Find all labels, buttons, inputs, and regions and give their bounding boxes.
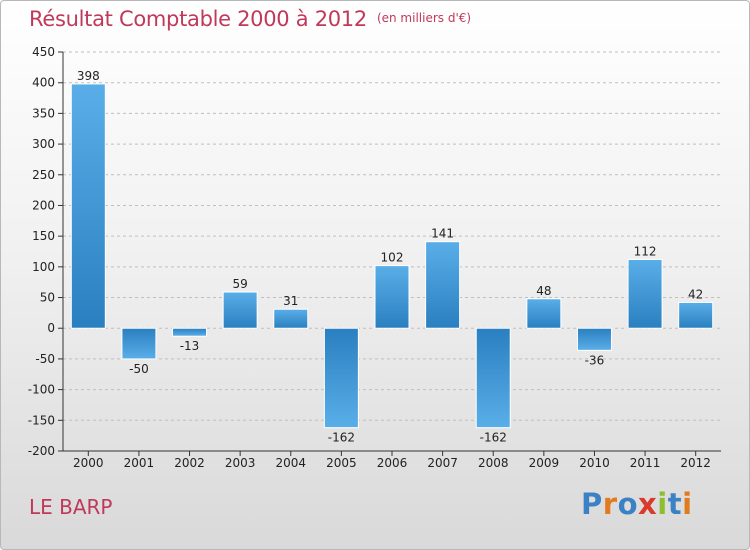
y-tick-label: -200: [28, 444, 55, 458]
bar-2000: [70, 83, 106, 329]
bar-2008: [475, 327, 511, 429]
title-text: Résultat Comptable 2000 à 2012: [29, 7, 367, 31]
chart-title: Résultat Comptable 2000 à 2012 (en millie…: [29, 7, 471, 31]
y-tick-label: 450: [32, 45, 55, 59]
data-label-2007: 141: [431, 227, 454, 241]
data-labels: 398 -50 -13 59 31 -162 102 141 -162 48 -36 112 42: [77, 69, 703, 445]
y-tick-label: 150: [32, 229, 55, 243]
x-tick-label-2007: 2007: [427, 456, 458, 470]
x-tick-label-2000: 2000: [73, 456, 104, 470]
y-tick-label: -50: [35, 352, 55, 366]
x-tick-label-2006: 2006: [377, 456, 408, 470]
x-tick-label-2009: 2009: [529, 456, 560, 470]
brand-text: Proxiti: [581, 487, 693, 521]
x-tick-label-2003: 2003: [225, 456, 256, 470]
x-tick-label-2002: 2002: [174, 456, 205, 470]
axes: -200 -150 -100 -50 0 50 100 150 200 250 300 350 400 4…: [28, 45, 721, 470]
x-tick-label-2012: 2012: [680, 456, 711, 470]
y-tick-label: 100: [32, 260, 55, 274]
x-tick-label-2004: 2004: [275, 456, 306, 470]
data-label-2000: 398: [77, 69, 100, 83]
y-tick-label: 300: [32, 137, 55, 151]
data-label-2010: -36: [585, 353, 605, 367]
y-tick-label: 0: [47, 321, 55, 335]
bars: [70, 83, 714, 429]
y-tick-label: 50: [40, 291, 55, 305]
title-unit: (en milliers d'€): [376, 11, 472, 25]
bar-2005: [323, 327, 359, 429]
x-tick-label-2005: 2005: [326, 456, 357, 470]
x-tick-label-2001: 2001: [124, 456, 155, 470]
commune-name: LE BARP: [29, 495, 113, 519]
data-label-2002: -13: [180, 339, 200, 353]
x-tick-label-2008: 2008: [478, 456, 509, 470]
y-tick-label: -100: [28, 383, 55, 397]
bar-2010: [576, 327, 612, 351]
bar-2002: [172, 327, 208, 337]
proxiti-logo: Proxiti: [581, 487, 693, 521]
x-tick-label-2010: 2010: [579, 456, 610, 470]
bar-2003: [222, 291, 258, 329]
data-label-2009: 48: [536, 284, 551, 298]
data-label-2005: -162: [328, 431, 355, 445]
y-tick-label: 250: [32, 168, 55, 182]
data-label-2008: -162: [480, 431, 507, 445]
bar-2009: [526, 298, 562, 329]
y-tick-label: 400: [32, 76, 55, 90]
y-tick-label: -150: [28, 413, 55, 427]
y-tick-label: 350: [32, 106, 55, 120]
data-label-2001: -50: [129, 362, 149, 376]
y-tick-label: 200: [32, 198, 55, 212]
bar-2007: [425, 241, 461, 329]
data-label-2006: 102: [381, 251, 404, 265]
data-label-2004: 31: [283, 294, 298, 308]
data-label-2011: 112: [634, 244, 657, 258]
bar-2001: [121, 327, 157, 360]
data-label-2012: 42: [688, 287, 703, 301]
bar-2004: [273, 308, 309, 329]
bar-2011: [627, 258, 663, 329]
x-tick-label-2011: 2011: [630, 456, 661, 470]
bar-2006: [374, 265, 410, 329]
data-label-2003: 59: [233, 277, 248, 291]
bar-2012: [678, 301, 714, 329]
